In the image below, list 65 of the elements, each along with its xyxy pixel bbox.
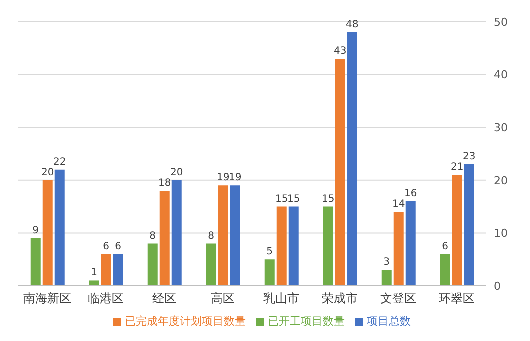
data-label: 8 — [208, 230, 215, 242]
bar — [464, 164, 474, 286]
data-label: 21 — [451, 162, 464, 174]
data-label: 48 — [346, 20, 359, 31]
y-tick-label: 10 — [494, 227, 508, 240]
bar — [89, 280, 100, 286]
x-tick-label: 经区 — [152, 292, 176, 306]
x-tick-label: 荣成市 — [322, 292, 358, 306]
data-label: 20 — [170, 167, 184, 178]
x-tick-label: 文登区 — [380, 292, 416, 306]
x-tick-label: 环翠区 — [438, 292, 475, 306]
bar — [113, 254, 124, 286]
bar — [54, 170, 65, 286]
y-tick-label: 40 — [494, 68, 508, 82]
bar — [230, 186, 240, 286]
data-label: 15 — [288, 194, 300, 205]
legend-label: 项目总数 — [367, 315, 411, 328]
data-label: 18 — [158, 178, 172, 189]
data-label: 14 — [392, 199, 406, 210]
data-label: 3 — [384, 257, 390, 268]
data-label: 1 — [91, 268, 98, 279]
bar — [394, 212, 404, 286]
bar — [347, 32, 358, 286]
data-label: 6 — [115, 241, 122, 252]
data-label: 9 — [32, 225, 40, 236]
bar — [101, 254, 112, 286]
data-label: 22 — [54, 156, 66, 168]
x-tick-label: 乳山市 — [263, 292, 300, 306]
bar — [276, 206, 287, 286]
bar — [42, 180, 53, 286]
y-tick-label: 0 — [494, 280, 501, 293]
bar — [452, 175, 462, 286]
bar — [172, 180, 182, 286]
data-label: 5 — [266, 246, 274, 258]
bar — [264, 260, 275, 286]
y-tick-label: 20 — [494, 174, 508, 188]
bar — [323, 206, 334, 286]
bar — [206, 244, 216, 286]
data-label: 23 — [463, 152, 476, 163]
data-label: 16 — [404, 188, 418, 200]
bar — [440, 254, 450, 286]
legend-label: 已完成年度计划项目数量 — [125, 315, 246, 328]
bar — [218, 186, 228, 286]
data-label: 15 — [322, 194, 335, 205]
bar — [406, 202, 416, 286]
x-tick-label: 高区 — [210, 292, 235, 306]
bar — [30, 238, 41, 286]
x-tick-label: 南海新区 — [23, 292, 72, 306]
data-label: 6 — [103, 241, 110, 252]
bar — [148, 244, 158, 286]
x-tick-label: 临港区 — [88, 292, 124, 306]
y-tick-label: 50 — [494, 16, 508, 29]
data-label: 15 — [276, 194, 288, 205]
data-label: 20 — [42, 167, 54, 178]
data-label: 8 — [150, 230, 156, 242]
bar — [382, 270, 392, 286]
data-label: 19 — [217, 172, 230, 184]
bar — [288, 206, 299, 286]
bar — [335, 58, 346, 286]
data-label: 43 — [334, 46, 347, 57]
data-label: 19 — [229, 172, 242, 184]
y-tick-label: 30 — [494, 122, 508, 135]
legend-label: 已开工项目数量 — [268, 315, 345, 328]
data-label: 6 — [442, 241, 449, 252]
bar — [160, 190, 170, 286]
